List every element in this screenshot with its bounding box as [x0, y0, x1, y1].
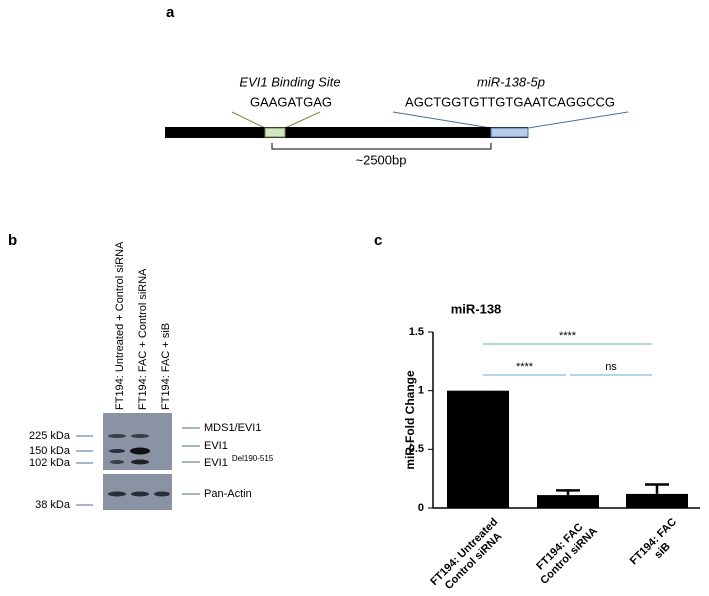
band-label: EVI1 Del190-515 — [204, 454, 274, 469]
blot-band — [131, 491, 149, 497]
panel-label: c — [374, 232, 382, 249]
y-tick-label: 1 — [418, 385, 424, 397]
marker-label: 225 kDa — [29, 430, 71, 442]
distance-bracket — [271, 143, 492, 150]
binding-site-box — [264, 127, 286, 138]
bar — [447, 390, 509, 508]
significance-label: **** — [516, 361, 534, 373]
y-axis-label: miR-Fold Change — [403, 370, 417, 470]
site-sequence: GAAGATGAG — [250, 94, 332, 109]
site-label: EVI1 Binding Site — [239, 74, 340, 89]
marker-label: 38 kDa — [35, 499, 71, 511]
significance-label: **** — [559, 330, 577, 342]
lane-label: FT194: FAC + siB — [160, 323, 172, 410]
y-tick-label: 0 — [418, 502, 424, 514]
band-label: Pan-Actin — [204, 488, 252, 500]
panel-label: a — [166, 4, 175, 21]
connector — [527, 111, 629, 129]
blot-band — [109, 449, 125, 453]
blot-band — [108, 491, 126, 497]
mirna-sequence: AGCTGGTGTTGTGAATCAGGCCG — [405, 94, 615, 109]
marker-label: 150 kDa — [29, 445, 71, 457]
mirna-label: miR-138-5p — [477, 74, 545, 89]
lane-label: FT194: Untreated + Control siRNA — [114, 241, 126, 410]
band-label: MDS1/EVI1 — [204, 422, 261, 434]
blot-band — [131, 459, 149, 465]
blot-band — [131, 434, 149, 438]
distance-label: ~2500bp — [356, 152, 407, 167]
significance-label: ns — [605, 361, 617, 373]
connector — [231, 111, 266, 129]
lane-label: FT194: FAC + Control siRNA — [137, 268, 149, 410]
blot-band — [110, 460, 124, 464]
blot-band — [154, 491, 170, 497]
bar — [626, 493, 688, 508]
connector — [284, 111, 321, 129]
error-bar — [556, 489, 580, 496]
y-tick-label: 0.5 — [409, 443, 424, 455]
y-tick-label: 1.5 — [409, 326, 424, 338]
mirna-box — [490, 127, 529, 138]
panel-label: b — [8, 232, 17, 249]
chart-title: miR-138 — [451, 301, 502, 316]
band-superscript: Del190-515 — [232, 454, 274, 463]
gene-bar — [165, 127, 528, 138]
marker-lines — [76, 427, 200, 506]
blot-band — [130, 447, 150, 455]
band-label: EVI1 — [204, 457, 228, 469]
connector — [392, 111, 492, 129]
bar — [537, 495, 599, 508]
error-bar — [645, 483, 669, 494]
marker-label: 102 kDa — [29, 457, 71, 469]
band-label: EVI1 — [204, 440, 228, 452]
blot-band — [108, 434, 126, 438]
